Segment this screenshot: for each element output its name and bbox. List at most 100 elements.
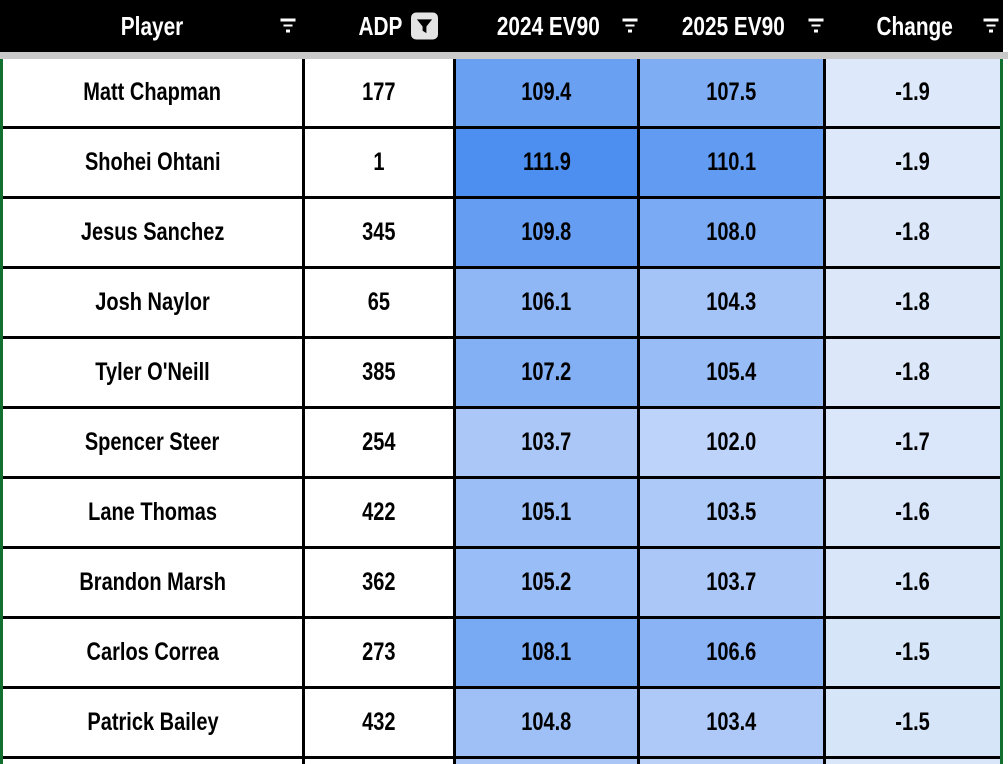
change-cell[interactable]: -1.5 bbox=[826, 689, 1000, 756]
player-cell[interactable]: Brandon Marsh bbox=[3, 549, 305, 616]
player-cell[interactable]: Shohei Ohtani bbox=[3, 129, 305, 196]
table-row: Brandon Marsh 362 105.2 103.7 -1.6 bbox=[3, 549, 1000, 619]
change-cell[interactable]: -1.5 bbox=[826, 619, 1000, 686]
adp-cell[interactable]: 65 bbox=[305, 269, 456, 336]
funnel-filter-active-icon[interactable] bbox=[411, 12, 438, 40]
filter-lines-icon[interactable] bbox=[279, 18, 296, 34]
ev90-2025-cell[interactable]: 104.3 bbox=[640, 269, 826, 336]
ev90-2024-cell[interactable]: 107.2 bbox=[456, 339, 640, 406]
ev90-2025-cell[interactable]: 108.0 bbox=[640, 199, 826, 266]
change-cell[interactable]: -1.7 bbox=[826, 409, 1000, 476]
ev90-2024-value: 111.9 bbox=[522, 148, 571, 176]
ev90-2024-value: 108.1 bbox=[521, 638, 572, 666]
adp-cell[interactable]: 362 bbox=[305, 549, 456, 616]
player-cell[interactable]: Tyler O'Neill bbox=[3, 339, 305, 406]
player-name: Patrick Bailey bbox=[86, 708, 219, 736]
filter-lines-icon[interactable] bbox=[982, 18, 999, 34]
ev90-2025-cell[interactable]: 103.5 bbox=[640, 479, 826, 546]
table-row: Patrick Bailey 432 104.8 103.4 -1.5 bbox=[3, 689, 1000, 759]
player-cell[interactable]: Patrick Bailey bbox=[3, 689, 305, 756]
ev90-2024-cell[interactable]: 105.2 bbox=[456, 549, 640, 616]
adp-value: 65 bbox=[367, 288, 391, 316]
ev90-2025-value: 106.6 bbox=[706, 638, 757, 666]
player-name: Jesus Sanchez bbox=[80, 218, 225, 246]
ev90-2025-cell[interactable]: 107.5 bbox=[640, 59, 826, 126]
ev90-2024-value: 106.1 bbox=[521, 288, 572, 316]
player-cell[interactable]: Lane Thomas bbox=[3, 479, 305, 546]
column-header-2025-ev90[interactable]: 2025 EV90 bbox=[640, 0, 826, 52]
change-value: -1.6 bbox=[895, 568, 931, 596]
player-cell[interactable]: Josh Naylor bbox=[3, 269, 305, 336]
adp-cell[interactable]: 345 bbox=[305, 199, 456, 266]
ev90-2025-cell[interactable]: 110.1 bbox=[640, 129, 826, 196]
adp-cell[interactable]: 422 bbox=[305, 479, 456, 546]
player-cell[interactable]: Spencer Steer bbox=[3, 409, 305, 476]
adp-cell[interactable]: 1 bbox=[305, 129, 456, 196]
ev90-2024-cell[interactable]: 109.4 bbox=[456, 59, 640, 126]
ev90-2024-cell[interactable]: 106.1 bbox=[456, 269, 640, 336]
ev90-2025-value: 107.5 bbox=[706, 78, 757, 106]
table-row: Jesus Sanchez 345 109.8 108.0 -1.8 bbox=[3, 199, 1000, 269]
player-name: Carlos Correa bbox=[86, 638, 219, 666]
table-row: Josh Naylor 65 106.1 104.3 -1.8 bbox=[3, 269, 1000, 339]
player-cell[interactable]: Jesus Sanchez bbox=[3, 199, 305, 266]
column-header-adp[interactable]: ADP bbox=[305, 0, 456, 52]
ev90-2024-value: 103.7 bbox=[521, 428, 572, 456]
ev90-2025-cell[interactable]: 102.0 bbox=[640, 409, 826, 476]
column-label-2025-ev90: 2025 EV90 bbox=[681, 10, 785, 41]
change-value: -1.8 bbox=[895, 358, 931, 386]
adp-cell[interactable]: 385 bbox=[305, 339, 456, 406]
ev90-2024-cell[interactable]: 111.9 bbox=[456, 129, 640, 196]
change-cell[interactable]: -1.8 bbox=[826, 199, 1000, 266]
ev90-2025-value: 108.0 bbox=[706, 218, 757, 246]
adp-cell[interactable]: 432 bbox=[305, 689, 456, 756]
ev90-2025-cell[interactable]: 106.6 bbox=[640, 619, 826, 686]
adp-cell[interactable]: 254 bbox=[305, 409, 456, 476]
adp-value: 1 bbox=[373, 148, 385, 176]
ev90-2024-cell[interactable]: 104.8 bbox=[456, 689, 640, 756]
ev90-2025-value: 105.4 bbox=[706, 358, 757, 386]
change-cell[interactable]: -1.9 bbox=[826, 129, 1000, 196]
adp-value: 345 bbox=[362, 218, 396, 246]
filter-lines-icon[interactable] bbox=[807, 18, 824, 34]
column-label-2024-ev90: 2024 EV90 bbox=[496, 10, 600, 41]
column-header-change[interactable]: Change bbox=[826, 0, 1003, 52]
player-cell[interactable]: Carlos Correa bbox=[3, 619, 305, 686]
adp-cell[interactable]: 273 bbox=[305, 619, 456, 686]
player-name: Josh Naylor bbox=[95, 288, 210, 316]
player-name: Spencer Steer bbox=[85, 428, 220, 456]
partial-table-row bbox=[3, 759, 1000, 764]
ev90-2024-cell[interactable]: 105.1 bbox=[456, 479, 640, 546]
adp-value: 432 bbox=[362, 708, 396, 736]
change-cell[interactable]: -1.6 bbox=[826, 549, 1000, 616]
table-row: Matt Chapman 177 109.4 107.5 -1.9 bbox=[3, 59, 1000, 129]
change-cell[interactable]: -1.8 bbox=[826, 269, 1000, 336]
filter-lines-icon[interactable] bbox=[621, 18, 638, 34]
ev90-2025-cell[interactable]: 105.4 bbox=[640, 339, 826, 406]
change-cell[interactable]: -1.8 bbox=[826, 339, 1000, 406]
ev90-2024-cell[interactable]: 109.8 bbox=[456, 199, 640, 266]
ev90-2024-cell[interactable]: 108.1 bbox=[456, 619, 640, 686]
change-cell[interactable]: -1.6 bbox=[826, 479, 1000, 546]
adp-value: 254 bbox=[362, 428, 396, 456]
partial-cell bbox=[640, 759, 826, 764]
column-header-player[interactable]: Player bbox=[0, 0, 305, 52]
adp-value: 385 bbox=[362, 358, 396, 386]
ev90-2024-cell[interactable]: 103.7 bbox=[456, 409, 640, 476]
adp-cell[interactable]: 177 bbox=[305, 59, 456, 126]
table-row: Tyler O'Neill 385 107.2 105.4 -1.8 bbox=[3, 339, 1000, 409]
table-header: Player ADP 2024 EV90 2025 EV90 Change bbox=[0, 0, 1003, 52]
change-value: -1.5 bbox=[895, 708, 931, 736]
funnel-glyph bbox=[416, 19, 433, 34]
change-value: -1.6 bbox=[895, 498, 931, 526]
table-row: Lane Thomas 422 105.1 103.5 -1.6 bbox=[3, 479, 1000, 549]
frozen-header-shadow bbox=[0, 52, 1008, 59]
ev90-2025-cell[interactable]: 103.4 bbox=[640, 689, 826, 756]
change-value: -1.8 bbox=[895, 288, 931, 316]
change-cell[interactable]: -1.9 bbox=[826, 59, 1000, 126]
ev90-2025-value: 103.4 bbox=[706, 708, 757, 736]
ev90-2025-cell[interactable]: 103.7 bbox=[640, 549, 826, 616]
ev90-2024-value: 104.8 bbox=[521, 708, 572, 736]
player-cell[interactable]: Matt Chapman bbox=[3, 59, 305, 126]
column-header-2024-ev90[interactable]: 2024 EV90 bbox=[456, 0, 640, 52]
